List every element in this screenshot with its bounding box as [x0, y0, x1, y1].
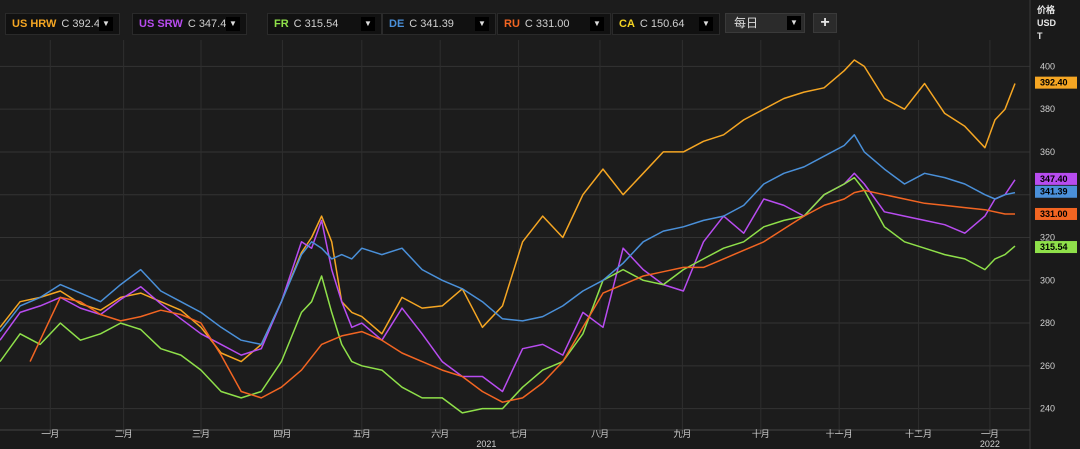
last-value-label-text: 315.54 [1040, 242, 1068, 252]
grid-lines [0, 0, 1031, 449]
last-value-label-text: 331.00 [1040, 209, 1068, 219]
last-value-label-bg [1035, 207, 1077, 220]
chevron-down-icon[interactable]: ▼ [787, 16, 801, 30]
series-line-us-hrw [0, 59, 1016, 363]
chevron-down-icon[interactable]: ▼ [590, 17, 604, 31]
legend-series-name: RU [504, 18, 520, 30]
y-tick-label: 280 [1040, 318, 1055, 328]
axis-unit-currency: USD [1037, 18, 1057, 28]
x-year-label: 2022 [980, 439, 1000, 449]
legend-bar: US HRW C 392.40 ▼ US SRW C 347.40 ▼ FR C… [0, 0, 1030, 40]
legend-chip-us-srw[interactable]: US SRW C 347.40 ▼ [132, 13, 247, 35]
legend-series-value: C 315.54 [293, 18, 339, 30]
chevron-down-icon[interactable]: ▼ [699, 17, 713, 31]
legend-series-name: DE [389, 18, 405, 30]
x-tick-label: 五月 [353, 429, 371, 439]
y-tick-label: 320 [1040, 233, 1055, 243]
y-tick-label: 400 [1040, 61, 1055, 71]
y-tick-label: 300 [1040, 275, 1055, 285]
x-tick-label: 十一月 [826, 428, 853, 439]
x-tick-label: 二月 [115, 429, 133, 439]
legend-series-value: C 347.40 [187, 18, 233, 30]
y-tick-label: 240 [1040, 404, 1055, 414]
x-year-label: 2021 [476, 439, 496, 449]
legend-series-value: C 150.64 [639, 18, 685, 30]
x-tick-label: 十二月 [905, 428, 932, 439]
axis-unit-ton: T [1037, 31, 1043, 41]
x-tick-label: 一月 [41, 429, 59, 439]
legend-series-value: C 331.00 [524, 18, 570, 30]
series-lines [0, 59, 1016, 414]
series-line-ru [29, 189, 1015, 403]
legend-series-name: US HRW [12, 18, 57, 30]
y-tick-label: 360 [1040, 147, 1055, 157]
axis-unit-price: 价格 [1037, 5, 1056, 15]
x-tick-label: 一月 [981, 429, 999, 439]
last-value-label-text: 392.40 [1040, 78, 1068, 88]
x-tick-label: 十月 [752, 428, 770, 439]
last-value-label-bg [1035, 185, 1077, 198]
series-line-fr [0, 176, 1016, 414]
chevron-down-icon[interactable]: ▼ [226, 17, 240, 31]
legend-chip-ca[interactable]: CA C 150.64 ▼ [612, 13, 720, 35]
x-tick-label: 八月 [591, 429, 609, 439]
last-value-label-bg [1035, 241, 1077, 254]
x-axis: 一月 二月 三月 四月 五月 六月 七月 八月 九月 十月 十一月 十二月 一月 2021 2022 [0, 428, 1030, 449]
legend-chip-ru[interactable]: RU C 331.00 ▼ [497, 13, 611, 35]
last-value-label: 392.40 [1035, 76, 1077, 89]
last-value-label-bg [1035, 76, 1077, 89]
last-value-label-text: 347.40 [1040, 174, 1068, 184]
last-value-label: 315.54 [1035, 241, 1077, 254]
last-value-label: 347.40 [1035, 172, 1077, 185]
last-value-label-bg [1035, 172, 1077, 185]
last-value-label: 331.00 [1035, 207, 1077, 220]
chevron-down-icon[interactable]: ▼ [99, 17, 113, 31]
chevron-down-icon[interactable]: ▼ [361, 17, 375, 31]
x-tick-label: 三月 [192, 429, 210, 439]
y-tick-label: 260 [1040, 361, 1055, 371]
y-tick-label: 380 [1040, 104, 1055, 114]
last-value-labels: 392.40 347.40 341.39 331.00 315.54 [1035, 76, 1077, 254]
legend-series-name: FR [274, 18, 289, 30]
legend-series-name: US SRW [139, 18, 183, 30]
interval-select-value: 每日 [734, 16, 759, 30]
x-tick-label: 七月 [510, 429, 528, 439]
y-axis: 240260280300320340360380400 [1040, 61, 1055, 413]
chevron-down-icon[interactable]: ▼ [475, 17, 489, 31]
last-value-label: 341.39 [1035, 185, 1077, 198]
series-line-us-srw [0, 172, 1016, 393]
legend-chip-us-hrw[interactable]: US HRW C 392.40 ▼ [5, 13, 120, 35]
legend-series-name: CA [619, 18, 635, 30]
last-value-label-text: 341.39 [1040, 187, 1068, 197]
interval-select[interactable]: 每日 ▼ [725, 13, 805, 33]
x-tick-label: 四月 [273, 429, 291, 439]
x-tick-label: 九月 [673, 429, 691, 439]
plot-area [0, 0, 1030, 430]
add-series-button[interactable]: + [813, 13, 837, 33]
legend-chip-fr[interactable]: FR C 315.54 ▼ [267, 13, 382, 35]
legend-chip-de[interactable]: DE C 341.39 ▼ [382, 13, 496, 35]
legend-series-value: C 392.40 [61, 18, 107, 30]
series-line-de [0, 134, 1016, 346]
x-tick-label: 六月 [431, 428, 449, 439]
legend-series-value: C 341.39 [409, 18, 454, 30]
axis-unit-header: 价格 USD T [1037, 4, 1077, 43]
